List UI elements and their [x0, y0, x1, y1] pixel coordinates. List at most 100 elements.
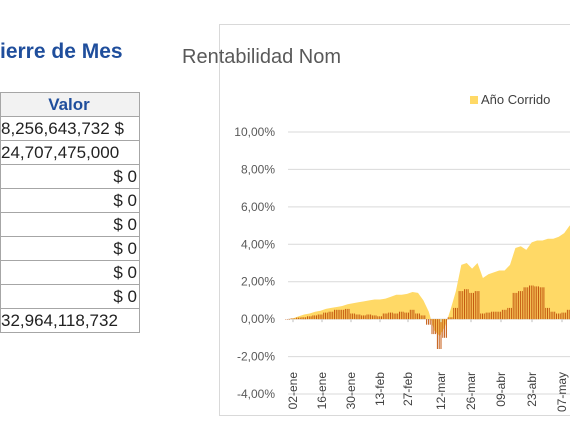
series-bar — [565, 312, 567, 320]
series-bar — [417, 313, 419, 320]
series-bar — [381, 316, 382, 320]
series-bar — [444, 319, 446, 338]
series-bar — [307, 316, 308, 320]
series-bar — [552, 311, 554, 320]
series-bar — [503, 309, 505, 320]
series-bar — [455, 307, 456, 320]
series-bar — [406, 312, 408, 320]
series-bar — [426, 319, 428, 325]
x-tick-label: 02-ene — [286, 372, 300, 410]
series-bar — [492, 311, 494, 320]
series-bar — [411, 309, 413, 320]
chart-title: Rentabilidad Nom — [182, 46, 341, 68]
series-bar — [305, 317, 307, 320]
series-bar — [384, 313, 386, 320]
series-bar — [420, 315, 422, 320]
series-bar — [353, 313, 355, 320]
table-cell: $ 8,256,643,732 — [0, 116, 140, 141]
series-bar — [530, 285, 532, 320]
series-bar — [370, 314, 372, 320]
y-tick-label: -4,00% — [237, 387, 275, 401]
series-bar — [532, 285, 534, 320]
series-bar — [388, 312, 390, 320]
series-bar — [366, 314, 368, 320]
series-bar — [480, 313, 482, 320]
series-bar — [391, 312, 393, 320]
series-bar — [489, 312, 491, 320]
series-bar — [292, 318, 294, 320]
series-bar — [312, 315, 314, 320]
x-tick-label: 27-feb — [401, 372, 415, 406]
series-bar — [447, 317, 449, 320]
series-bar — [373, 315, 375, 320]
table-cell: $ 0 — [0, 284, 140, 309]
chart-legend: Año Corrido — [470, 92, 550, 107]
series-bar — [547, 307, 548, 320]
series-bar — [341, 309, 343, 320]
series-bar — [510, 307, 512, 320]
series-bar — [321, 314, 323, 320]
y-tick-label: 8,00% — [241, 162, 275, 176]
section-title: ierre de Mes — [0, 40, 123, 63]
series-bar — [471, 292, 473, 320]
series-bar — [332, 311, 334, 320]
series-bar — [361, 315, 363, 320]
series-bar — [460, 291, 462, 320]
y-tick-label: 10,00% — [234, 125, 275, 139]
series-bar — [445, 319, 447, 338]
values-table-wrap: Valor $ 8,256,643,732 24,707,475,000 $ 0… — [0, 92, 140, 333]
series-bar — [514, 292, 516, 320]
table-cell: $ 0 — [0, 236, 140, 261]
series-bar — [550, 311, 552, 320]
series-bar — [442, 319, 444, 338]
series-bar — [505, 309, 507, 320]
series-bar — [314, 315, 316, 320]
x-tick-label: 23-abr — [525, 372, 539, 407]
series-bar — [431, 319, 433, 335]
series-bar — [368, 314, 370, 320]
series-bar — [518, 291, 520, 320]
y-tick-label: 4,00% — [241, 237, 275, 251]
series-bar — [529, 285, 530, 320]
series-bar — [462, 291, 464, 320]
series-bar — [482, 313, 483, 320]
x-tick-label: 30-ene — [344, 372, 358, 410]
series-bar — [548, 307, 550, 320]
series-bar — [436, 319, 438, 349]
series-bar — [474, 291, 476, 320]
series-bar — [325, 312, 326, 320]
series-bar — [296, 317, 298, 320]
series-bar — [344, 308, 346, 320]
series-bar — [464, 289, 465, 320]
table-row: $ 0 — [0, 236, 140, 261]
legend-label: Año Corrido — [481, 92, 551, 107]
series-bar — [440, 319, 442, 349]
series-bar — [348, 308, 350, 320]
series-bar — [310, 316, 312, 320]
series-bar — [424, 315, 426, 320]
series-bar — [453, 307, 455, 320]
series-bar — [478, 291, 480, 320]
y-tick-label: 2,00% — [241, 275, 275, 289]
series-bar — [543, 287, 545, 320]
series-bar — [536, 286, 538, 320]
series-bar — [375, 315, 377, 320]
series-bar — [456, 307, 458, 320]
series-bar — [371, 315, 373, 320]
series-bar — [438, 319, 440, 349]
series-bar — [328, 311, 330, 320]
series-bar — [566, 309, 568, 320]
series-bar — [355, 314, 357, 320]
y-tick-label: 0,00% — [241, 312, 275, 326]
series-bar — [409, 309, 411, 320]
x-tick-label: 12-mar — [434, 372, 448, 410]
table-cell: $ 0 — [0, 188, 140, 213]
chart-area[interactable] — [219, 24, 570, 416]
series-bar — [319, 314, 321, 320]
series-bar — [395, 313, 397, 320]
series-bar — [435, 319, 437, 335]
x-tick-label: 13-feb — [373, 372, 387, 406]
series-bar — [323, 312, 325, 320]
series-bar — [290, 318, 292, 320]
